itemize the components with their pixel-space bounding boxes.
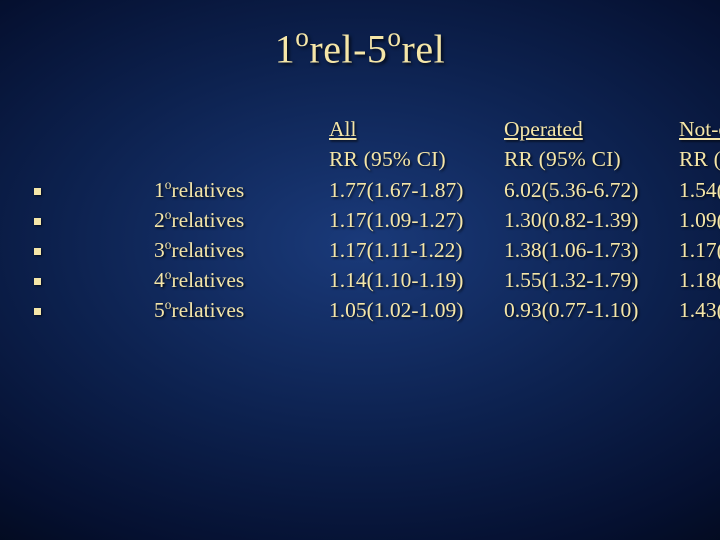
title-part-a: 1 [275,26,296,71]
cell-notop: 1.43(1.17-1.72) [679,295,686,325]
bullet-cell [34,175,154,205]
col-header-all: All [329,117,356,141]
cell-notop: 1.17(1.11-1.24) [679,235,686,265]
bullet-cell [34,295,154,325]
table-row: 3orelatives1.17(1.11-1.22)1.38(1.06-1.73… [34,235,686,265]
square-bullet-icon [34,188,41,195]
degree-symbol: o [165,297,172,312]
row-label-num: 4 [154,268,165,292]
table-row: 2orelatives1.17(1.09-1.27)1.30(0.82-1.39… [34,205,686,235]
cell-all: 1.17(1.09-1.27) [329,205,504,235]
degree-symbol: o [165,207,172,222]
cell-operated: 1.55(1.32-1.79) [504,265,679,295]
cell-all: 1.17(1.11-1.22) [329,235,504,265]
row-label-suffix: relatives [171,238,244,262]
cell-operated: 1.30(0.82-1.39) [504,205,679,235]
square-bullet-icon [34,218,41,225]
bullet-cell [34,235,154,265]
row-label-suffix: relatives [171,298,244,322]
header-row-groups: All Operated Not-op [34,114,686,144]
cell-notop: 1.54(1.42-1.65) [679,175,686,205]
row-label-num: 2 [154,208,165,232]
square-bullet-icon [34,248,41,255]
bullet-cell [34,265,154,295]
row-label: 3orelatives [154,235,329,265]
col-header-notop: Not-op [679,117,720,141]
degree-symbol: o [165,177,172,192]
cell-operated: 0.93(0.77-1.10) [504,295,679,325]
slide-title: 1orel-5orel [34,24,686,72]
cell-all: 1.77(1.67-1.87) [329,175,504,205]
row-label-num: 3 [154,238,165,262]
row-label-suffix: relatives [171,268,244,292]
cell-all: 1.05(1.02-1.09) [329,295,504,325]
header-row-sub: RR (95% CI) RR (95% CI) RR (95% CI) [34,144,686,174]
row-label: 2orelatives [154,205,329,235]
row-label-suffix: relatives [171,208,244,232]
square-bullet-icon [34,278,41,285]
row-label-num: 1 [154,178,165,202]
title-part-b: rel-5 [309,26,387,71]
sub-header-operated: RR (95% CI) [504,144,679,174]
row-label-suffix: relatives [171,178,244,202]
table-row: 1orelatives1.77(1.67-1.87)6.02(5.36-6.72… [34,175,686,205]
cell-all: 1.14(1.10-1.19) [329,265,504,295]
degree-symbol: o [295,22,309,52]
cell-notop: 1.18(1.13-1.23) [679,265,686,295]
sub-header-notop: RR (95% CI) [679,144,686,174]
title-part-c: rel [402,26,446,71]
table-row: 4orelatives1.14(1.10-1.19)1.55(1.32-1.79… [34,265,686,295]
degree-symbol: o [387,22,401,52]
degree-symbol: o [165,237,172,252]
row-label: 5orelatives [154,295,329,325]
slide: 1orel-5orel All Operated Not-op RR (95% … [0,0,720,540]
cell-operated: 6.02(5.36-6.72) [504,175,679,205]
row-label: 4orelatives [154,265,329,295]
col-header-operated: Operated [504,117,583,141]
row-label-num: 5 [154,298,165,322]
bullet-cell [34,205,154,235]
cell-operated: 1.38(1.06-1.73) [504,235,679,265]
sub-header-all: RR (95% CI) [329,144,504,174]
row-label: 1orelatives [154,175,329,205]
table-row: 5orelatives1.05(1.02-1.09)0.93(0.77-1.10… [34,295,686,325]
data-table: All Operated Not-op RR (95% CI) RR (95% … [34,114,686,325]
square-bullet-icon [34,308,41,315]
cell-notop: 1.09(0.99-1.19) [679,205,686,235]
degree-symbol: o [165,267,172,282]
